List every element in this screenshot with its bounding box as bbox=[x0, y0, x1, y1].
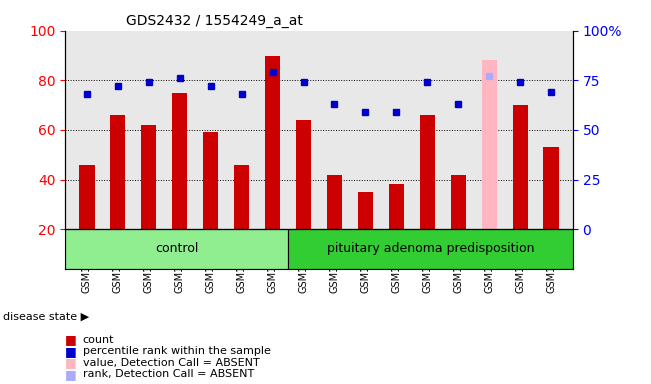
Bar bbox=[482, 60, 497, 229]
Text: rank, Detection Call = ABSENT: rank, Detection Call = ABSENT bbox=[83, 369, 254, 379]
Text: ■: ■ bbox=[65, 333, 77, 346]
Bar bbox=[544, 147, 559, 229]
Bar bbox=[357, 192, 373, 229]
Bar bbox=[512, 105, 528, 229]
Bar bbox=[234, 165, 249, 229]
Text: control: control bbox=[155, 242, 199, 255]
Bar bbox=[110, 115, 126, 229]
Bar bbox=[296, 120, 311, 229]
Text: GDS2432 / 1554249_a_at: GDS2432 / 1554249_a_at bbox=[126, 14, 303, 28]
Text: pituitary adenoma predisposition: pituitary adenoma predisposition bbox=[327, 242, 534, 255]
Bar bbox=[79, 165, 94, 229]
Bar bbox=[65, 229, 288, 269]
Bar bbox=[265, 56, 281, 229]
Bar bbox=[389, 184, 404, 229]
Bar bbox=[203, 132, 218, 229]
Bar bbox=[450, 175, 466, 229]
Bar bbox=[141, 125, 156, 229]
Bar bbox=[172, 93, 187, 229]
Text: ■: ■ bbox=[65, 356, 77, 369]
Text: count: count bbox=[83, 335, 114, 345]
Bar bbox=[288, 229, 573, 269]
Text: percentile rank within the sample: percentile rank within the sample bbox=[83, 346, 271, 356]
Text: disease state ▶: disease state ▶ bbox=[3, 312, 89, 322]
Text: ■: ■ bbox=[65, 368, 77, 381]
Text: value, Detection Call = ABSENT: value, Detection Call = ABSENT bbox=[83, 358, 260, 368]
Bar bbox=[420, 115, 435, 229]
Bar bbox=[327, 175, 342, 229]
Text: ■: ■ bbox=[65, 345, 77, 358]
